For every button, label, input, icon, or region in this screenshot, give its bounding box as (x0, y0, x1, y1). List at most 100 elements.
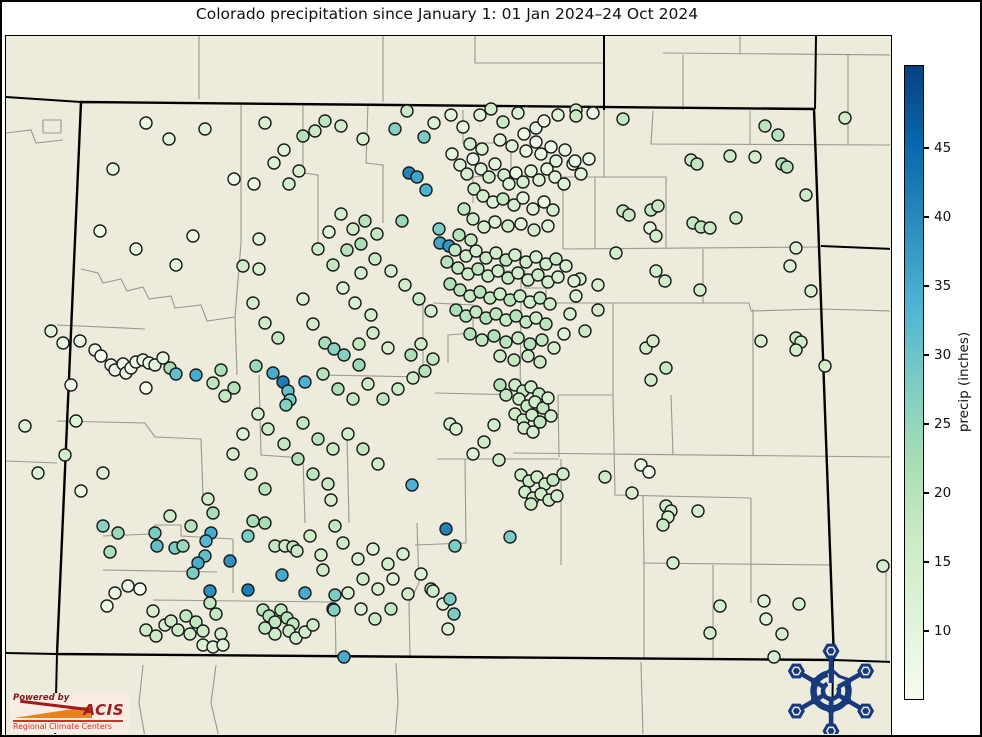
colorbar-tick (924, 423, 929, 425)
station-dot (258, 516, 272, 530)
station-dot (649, 229, 663, 243)
station-dot (206, 506, 220, 520)
station-dot (291, 452, 305, 466)
station-dot (473, 285, 487, 299)
station-dot (499, 335, 513, 349)
station-dot (277, 437, 291, 451)
station-dot (452, 228, 466, 242)
station-dot (488, 157, 502, 171)
station-dot (569, 109, 583, 123)
station-dot (176, 539, 190, 553)
station-dot (146, 604, 160, 618)
station-dot (370, 227, 384, 241)
station-dot (354, 266, 368, 280)
acis-divider (13, 720, 123, 722)
station-dot (336, 281, 350, 295)
station-dot (381, 557, 395, 571)
station-dot (328, 588, 342, 602)
station-dot (386, 572, 400, 586)
county-line (650, 110, 890, 146)
county-line (80, 242, 242, 322)
station-dot (96, 519, 110, 533)
station-dot (103, 545, 117, 559)
station-dot (348, 296, 362, 310)
station-dot (241, 529, 255, 543)
station-dot (484, 102, 498, 116)
station-dot (541, 219, 555, 233)
station-dot (493, 349, 507, 363)
station-dot (56, 336, 70, 350)
station-dot (298, 586, 312, 600)
station-dot (492, 453, 506, 467)
station-dot (693, 283, 707, 297)
station-dot (771, 128, 785, 142)
station-dot (527, 223, 541, 237)
station-dot (96, 466, 110, 480)
station-dot (289, 631, 303, 645)
station-dot (804, 284, 818, 298)
station-dot (327, 342, 341, 356)
station-dot (356, 132, 370, 146)
station-dot (775, 627, 789, 641)
county-line (152, 599, 334, 603)
station-dot (466, 447, 480, 461)
station-dot (516, 191, 530, 205)
station-dot (121, 579, 135, 593)
state-border-line (833, 659, 890, 663)
station-dot (171, 623, 185, 637)
station-dot (364, 308, 378, 322)
station-dot (340, 243, 354, 257)
station-dot (491, 264, 505, 278)
station-dot (150, 539, 164, 553)
station-dot (445, 147, 459, 161)
station-dot (544, 140, 558, 154)
station-dot (358, 214, 372, 228)
county-line (346, 434, 350, 524)
station-dot (266, 366, 280, 380)
station-dot (509, 309, 523, 323)
station-dot (556, 467, 570, 481)
station-dot (818, 359, 832, 373)
station-dot (318, 336, 332, 350)
station-dot (691, 504, 705, 518)
station-dot (444, 108, 458, 122)
station-dot (366, 326, 380, 340)
station-dot (586, 106, 600, 120)
station-dot (477, 220, 491, 234)
state-border-line (820, 245, 890, 250)
county-line (102, 524, 234, 540)
station-dot (473, 108, 487, 122)
station-dot (203, 596, 217, 610)
station-dot (246, 514, 260, 528)
station-dot (496, 192, 510, 206)
page-title: Colorado precipitation since January 1: … (195, 5, 699, 23)
acis-name: ACIS (83, 701, 124, 719)
station-dot (591, 278, 605, 292)
station-dot (226, 447, 240, 461)
station-dot (419, 183, 433, 197)
station-dot (252, 232, 266, 246)
station-dot (533, 291, 547, 305)
station-dot (466, 212, 480, 226)
station-dot (523, 337, 537, 351)
station-dot (748, 150, 762, 164)
station-dot (475, 142, 489, 156)
station-dot (410, 170, 424, 184)
station-dot (308, 124, 322, 138)
station-dot (876, 559, 890, 573)
station-dot (511, 331, 525, 345)
station-dot (789, 343, 803, 357)
station-dot (261, 422, 275, 436)
station-dot (341, 586, 355, 600)
station-dot (440, 255, 454, 269)
station-dot (417, 130, 431, 144)
station-dot (658, 274, 672, 288)
station-dot (376, 392, 390, 406)
colorbar-tick (924, 492, 929, 494)
colorbar-tick-label: 30 (934, 346, 952, 363)
station-dot (509, 166, 523, 180)
colorbar-tick-label: 40 (934, 208, 952, 225)
station-dot (139, 623, 153, 637)
station-dot (424, 304, 438, 318)
